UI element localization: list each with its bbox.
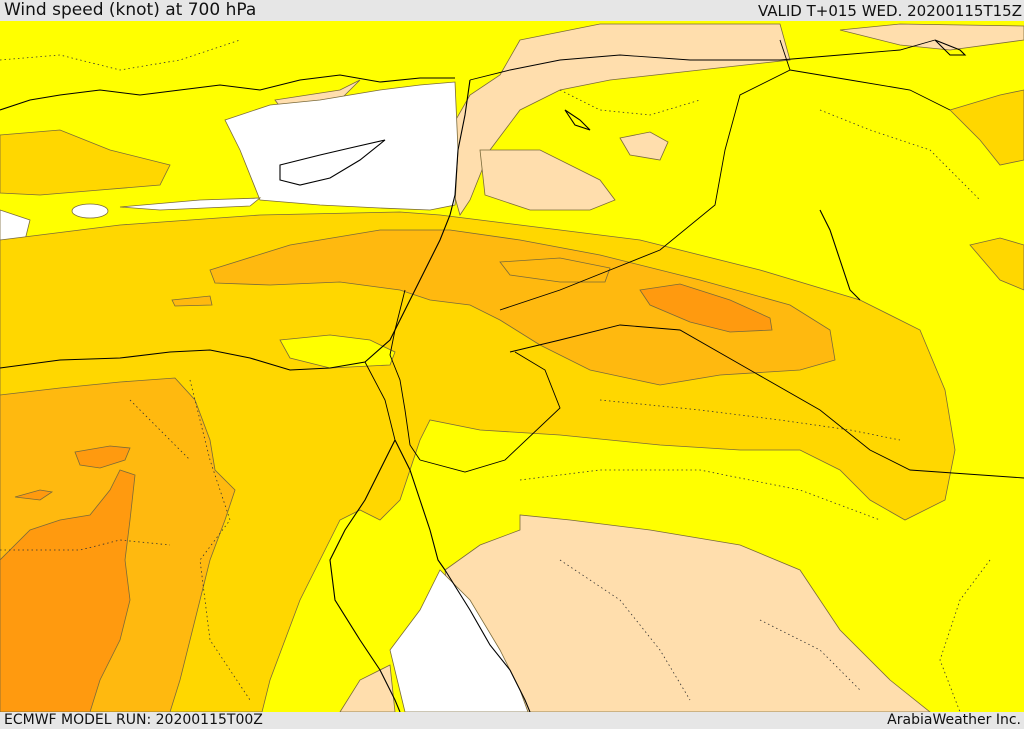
valid-time: VALID T+015 WED. 20200115T15Z	[757, 2, 1022, 20]
credit: ArabiaWeather Inc.	[887, 712, 1021, 728]
wind-band-very-strong-jordan	[499, 257, 611, 283]
borders	[364, 39, 1024, 479]
wind-band-very-strong-spot	[74, 445, 131, 469]
model-run: ECMWF MODEL RUN: 20200115T00Z	[4, 712, 263, 728]
map-title: Wind speed (knot) at 700 hPa	[4, 0, 257, 20]
wind-band-light-patch	[619, 131, 669, 161]
wind-band-fresh-nw	[0, 129, 171, 196]
wind-band-light-north	[449, 23, 791, 216]
admin-lines	[0, 39, 991, 712]
wind-band-light-syria	[479, 149, 616, 211]
wind-band-calm-islet	[71, 203, 109, 219]
coastlines	[0, 39, 967, 712]
wind-band-calm-strip	[119, 197, 262, 211]
wind-band-strong-small	[171, 295, 213, 307]
wind-band-calm-redsea	[389, 569, 529, 712]
wind-band-moderate-hole	[279, 334, 396, 369]
wind-band-fresh-ne	[949, 89, 1024, 166]
wind-speed-map	[0, 21, 1024, 712]
footer-bar: ECMWF MODEL RUN: 20200115T00Z ArabiaWeat…	[0, 712, 1024, 729]
wind-band-fresh-e	[969, 237, 1024, 291]
wind-band-light-sinai	[339, 664, 396, 712]
header-bar: Wind speed (knot) at 700 hPa VALID T+015…	[0, 0, 1024, 21]
wind-band-very-strong-spot2	[14, 489, 54, 501]
wind-band-light-east	[839, 23, 1024, 51]
wind-band-very-strong-syria	[639, 283, 773, 333]
wind-band-strong-levant	[209, 229, 836, 386]
wind-band-very-strong-egypt	[0, 469, 136, 712]
